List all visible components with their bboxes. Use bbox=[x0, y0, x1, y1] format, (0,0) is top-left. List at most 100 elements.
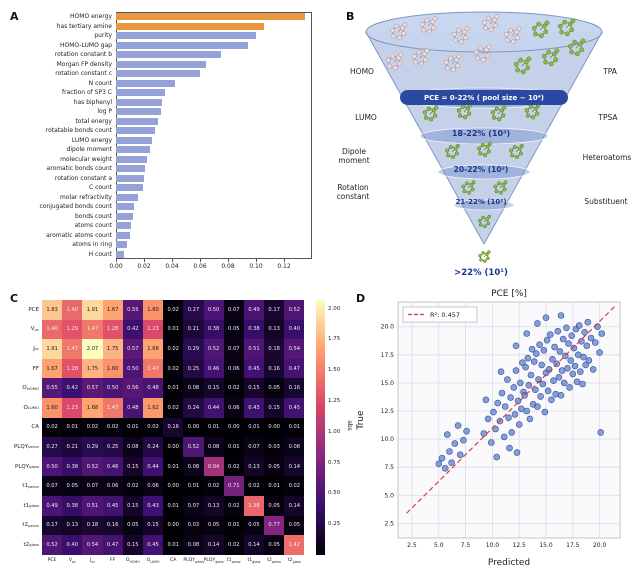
heatmap-cell: 1.47 bbox=[62, 339, 83, 359]
circle-element bbox=[514, 29, 519, 35]
bar-category-label: molecular weight bbox=[60, 155, 112, 163]
bar-rows: HOMO energy has tertiary amine purity HOMO-… bbox=[6, 12, 316, 259]
heatmap-cell: 0.03 bbox=[264, 437, 285, 457]
scatter-point bbox=[584, 318, 592, 326]
heatmap-cell: 0.08 bbox=[183, 535, 204, 555]
heatmap-cell: 0.48 bbox=[122, 397, 143, 418]
heatmap-cell: 0.05 bbox=[62, 476, 83, 496]
bar-category-label: bonds count bbox=[74, 212, 112, 220]
bar-category-label: dipole moment bbox=[66, 146, 112, 154]
scatter-point bbox=[554, 327, 562, 335]
colorbar: abs 0.25 0.50 0.75 1.00 1.25 1.50 1.75 2.00 bbox=[316, 300, 356, 555]
scatter-point bbox=[460, 436, 467, 444]
heatmap-cell: 0.00 bbox=[163, 437, 184, 457]
funnel-label-tpsa: TPSA bbox=[598, 113, 618, 122]
heatmap-cell: 1.29 bbox=[62, 319, 83, 340]
heatmap-cell: 1.38 bbox=[243, 495, 265, 516]
heatmap-cell: 0.13 bbox=[203, 495, 224, 516]
circle-element bbox=[486, 149, 491, 154]
scatter-point bbox=[510, 384, 518, 391]
scatter-point bbox=[514, 397, 522, 405]
bar-category-label: has tertiary amine bbox=[56, 22, 112, 30]
panel-a-feature-importance: A HOMO energy has tertiary amine purity HOM… bbox=[6, 2, 324, 282]
circle-element bbox=[431, 108, 437, 113]
heatmap-cell: 0.50 bbox=[122, 358, 143, 379]
heatmap-cell: 0.24 bbox=[183, 397, 204, 418]
heatmap-cell: 0.51 bbox=[243, 339, 265, 359]
funnel-label-lumo: LUMO bbox=[355, 113, 377, 122]
scatter-point bbox=[542, 314, 550, 322]
heatmap-cell: 0.02 bbox=[243, 476, 265, 496]
bar-category-label: rotation constant c bbox=[55, 70, 112, 78]
circle-element bbox=[568, 21, 573, 27]
scatter-point bbox=[506, 444, 513, 452]
circle-element bbox=[520, 69, 526, 75]
bar bbox=[116, 127, 156, 135]
heatmap-cell: 0.27 bbox=[42, 437, 63, 457]
heatmap-row: FF 1.67 1.28 1.75 1.60 0.50 1.47 0.02 0.25 0.46 0.… bbox=[8, 358, 305, 379]
scatter-point bbox=[505, 414, 512, 422]
molecule-icon bbox=[443, 54, 462, 73]
circle-element bbox=[517, 146, 522, 151]
molecule-icon bbox=[478, 250, 491, 263]
bar-row: has biphenyl bbox=[6, 98, 316, 108]
heatmap-cell: 0.02 bbox=[163, 358, 184, 379]
scatter-point bbox=[545, 366, 553, 373]
bar-row: molecular weight bbox=[6, 155, 316, 165]
funnel-label-homo: HOMO bbox=[350, 67, 374, 76]
circle-element bbox=[451, 154, 456, 160]
heatmap-cell: 0.02 bbox=[42, 417, 63, 438]
scatter-point bbox=[484, 415, 492, 423]
heatmap-cell: 0.21 bbox=[62, 437, 83, 457]
scatter-point bbox=[592, 339, 599, 346]
heatmap-label-spacer bbox=[8, 556, 42, 570]
circle-element bbox=[546, 49, 552, 55]
circle-element bbox=[494, 106, 499, 111]
circle-element bbox=[486, 221, 491, 226]
heatmap-cell: 0.38 bbox=[62, 456, 83, 477]
molecule-icon bbox=[531, 20, 550, 39]
heatmap-cell: 0.06 bbox=[223, 358, 244, 379]
sub-element: glass bbox=[29, 542, 39, 548]
heatmap-cell: 1.47 bbox=[102, 397, 123, 418]
scatter-point bbox=[451, 440, 459, 447]
heatmap-cell: 0.07 bbox=[243, 437, 265, 457]
heatmap-cell: 0.47 bbox=[102, 535, 123, 555]
x-tick-label: 20.0 bbox=[593, 542, 607, 549]
heatmap-cell: 0.56 bbox=[122, 378, 143, 398]
heatmap-cell: 0.02 bbox=[122, 476, 143, 496]
circle-element bbox=[477, 146, 482, 151]
heatmap-cell: 0.49 bbox=[42, 495, 63, 516]
scatter-point bbox=[517, 379, 524, 387]
circle-element bbox=[396, 35, 402, 41]
heatmap-cell: 0.16 bbox=[102, 515, 123, 536]
circle-element bbox=[467, 190, 471, 195]
scatter-point bbox=[597, 429, 604, 436]
heatmap-cell: 0.13 bbox=[243, 456, 265, 477]
circle-element bbox=[460, 104, 465, 109]
bar bbox=[116, 108, 161, 116]
circle-element bbox=[434, 105, 439, 110]
heatmap-column-label: FF bbox=[110, 557, 116, 563]
circle-element bbox=[494, 189, 499, 194]
scatter-point bbox=[448, 459, 455, 466]
funnel-band bbox=[453, 199, 515, 211]
bar bbox=[116, 184, 143, 192]
heatmap-cell: 0.05 bbox=[264, 495, 285, 516]
bar bbox=[116, 22, 265, 30]
scatter-point bbox=[534, 403, 541, 410]
bar bbox=[116, 212, 133, 220]
x-axis-tick-label: 0.02 bbox=[137, 263, 151, 270]
scatter-point bbox=[587, 334, 595, 342]
bar-row: Morgan FP density bbox=[6, 60, 316, 70]
heatmap-cell: 0.50 bbox=[203, 300, 224, 320]
fit-line bbox=[406, 306, 616, 514]
circle-element bbox=[475, 55, 480, 61]
panel-b-funnel: B PCE = 0-22% ( pool size ~ 10⁴) 18-22% … bbox=[326, 2, 636, 284]
colorbar-tick-label: 0.25 bbox=[328, 521, 341, 528]
scatter-point bbox=[500, 433, 508, 441]
heatmap-cell: 0.25 bbox=[102, 437, 123, 457]
funnel-label-dipole-moment: Dipole moment bbox=[338, 147, 370, 165]
circle-element bbox=[477, 218, 482, 223]
heatmap-cell: 1.91 bbox=[82, 300, 103, 320]
